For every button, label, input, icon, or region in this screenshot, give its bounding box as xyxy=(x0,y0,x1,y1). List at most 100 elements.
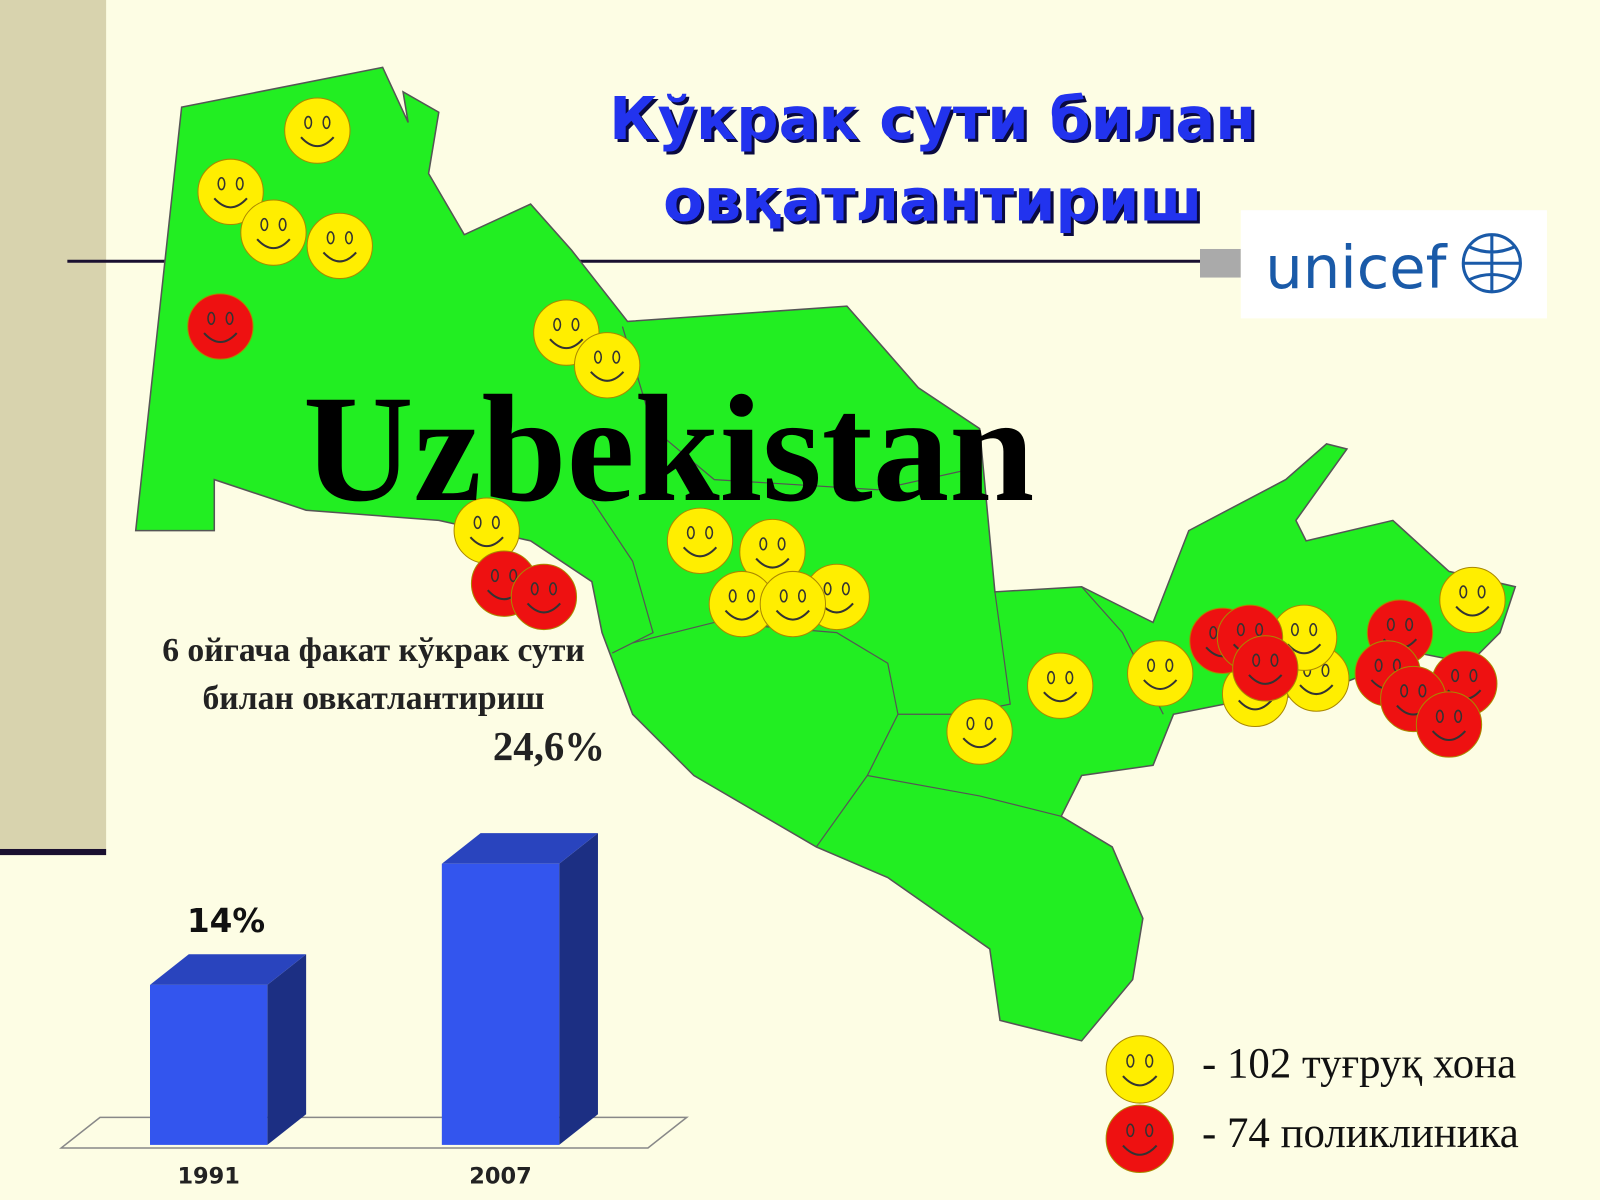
smiley-eye xyxy=(326,231,335,245)
smiley xyxy=(1027,652,1094,719)
smiley-eye xyxy=(304,115,313,130)
smiley-eye xyxy=(217,177,226,191)
smiley xyxy=(946,698,1013,765)
annotation-line: 6 ойгача факат кўкрак сути xyxy=(162,632,585,669)
smiley-eye xyxy=(1209,626,1218,640)
side-strip-edge xyxy=(0,848,107,856)
smiley-eye xyxy=(553,317,562,332)
smiley-eye xyxy=(1255,622,1264,637)
smiley xyxy=(759,570,827,638)
smiley-mouth xyxy=(1122,1144,1158,1156)
smiley-face xyxy=(946,698,1013,765)
smiley-eye xyxy=(1252,653,1261,667)
smiley-face xyxy=(306,212,373,280)
smiley-mouth xyxy=(256,238,291,250)
smiley-eye xyxy=(278,217,287,232)
smiley-eye xyxy=(1405,617,1414,632)
smiley-eye xyxy=(344,231,353,245)
smiley-eye xyxy=(1165,658,1174,672)
smiley-face xyxy=(1415,691,1483,758)
smiley-mouth xyxy=(203,332,238,344)
annotation-value: 24,6% xyxy=(493,724,605,769)
legend-label: - 74 поликлиника xyxy=(1202,1110,1519,1157)
smiley-eye xyxy=(686,526,695,540)
smiley-mouth xyxy=(724,609,759,621)
smiley-eye xyxy=(322,115,331,130)
title-shadow: Кўкрак сути билан xyxy=(612,87,1259,156)
smiley xyxy=(666,507,734,574)
smiley-eye xyxy=(746,589,756,603)
title-line: овқатлантириш xyxy=(663,165,1202,234)
title-line: Кўкрак сути билан xyxy=(609,84,1256,153)
bar-top xyxy=(150,954,307,985)
smiley xyxy=(1127,640,1194,707)
smiley-mouth xyxy=(549,338,584,350)
smiley-eye xyxy=(612,350,621,364)
smiley-eye xyxy=(548,582,558,596)
divider-block xyxy=(1200,248,1241,278)
smiley xyxy=(739,518,806,586)
smiley-eye xyxy=(1126,1054,1135,1068)
x-tick-label: 2007 xyxy=(469,1164,531,1190)
smiley xyxy=(284,97,351,164)
smiley-eye xyxy=(728,589,737,603)
smiley-eye xyxy=(1047,670,1056,685)
smiley-eye xyxy=(1469,668,1478,683)
smiley-eye xyxy=(759,537,768,551)
smiley-face xyxy=(187,293,254,360)
smiley xyxy=(187,293,254,360)
value-label: 14% xyxy=(187,902,265,940)
smiley-face xyxy=(1439,566,1506,634)
smiley-mouth xyxy=(526,602,561,614)
smiley-eye xyxy=(1309,622,1318,637)
smiley xyxy=(1105,1035,1174,1104)
bar xyxy=(441,863,560,1145)
smiley xyxy=(573,332,641,399)
smiley-eye xyxy=(1236,622,1245,637)
smiley-eye xyxy=(823,582,832,596)
smiley-mouth xyxy=(322,251,357,263)
smiley-face xyxy=(759,570,827,638)
bar-chart: 1991 14% 2007 xyxy=(150,833,598,1190)
smiley-mouth xyxy=(1238,699,1273,711)
smiley-mouth xyxy=(1248,674,1283,685)
smiley-eye xyxy=(1435,709,1444,723)
smiley-eye xyxy=(779,589,788,603)
smiley-eye xyxy=(1065,670,1074,685)
title-shadow: овқатлантириш xyxy=(666,168,1205,237)
smiley-eye xyxy=(571,317,580,332)
smiley-mouth xyxy=(1299,684,1334,696)
smiley-face xyxy=(573,332,641,399)
smiley-face xyxy=(1232,635,1299,702)
smiley-eye xyxy=(1459,585,1468,599)
smiley-eye xyxy=(1454,709,1463,723)
smiley-eye xyxy=(1418,684,1427,698)
smiley-eye xyxy=(1374,658,1383,672)
smiley-eye xyxy=(491,515,500,530)
smiley-eye xyxy=(473,515,482,530)
smiley-face xyxy=(1105,1035,1174,1104)
smiley xyxy=(1439,566,1506,634)
smiley-eye xyxy=(1321,663,1330,678)
smiley-eye xyxy=(705,526,714,540)
smiley-face xyxy=(1127,640,1194,707)
smiley-eye xyxy=(797,589,807,603)
map-label: Uzbekistan xyxy=(303,365,1034,534)
bar-top xyxy=(441,833,598,864)
smiley-face xyxy=(240,199,307,266)
smiley-mouth xyxy=(469,536,504,548)
smiley-eye xyxy=(984,716,993,731)
smiley-mouth xyxy=(1455,605,1490,617)
smiley-eye xyxy=(777,537,786,551)
smiley-eye xyxy=(1270,653,1279,667)
smiley xyxy=(306,212,373,280)
smiley xyxy=(1105,1104,1174,1173)
smileys xyxy=(187,97,1506,765)
smiley-mouth xyxy=(1043,691,1078,703)
annotation-line: билан овкатлантириш xyxy=(202,680,544,717)
smiley-mouth xyxy=(1143,679,1178,690)
smiley-eye xyxy=(530,582,539,596)
smiley-mouth xyxy=(590,371,625,382)
smiley-eye xyxy=(260,217,269,232)
smiley-eye xyxy=(1145,1123,1154,1138)
